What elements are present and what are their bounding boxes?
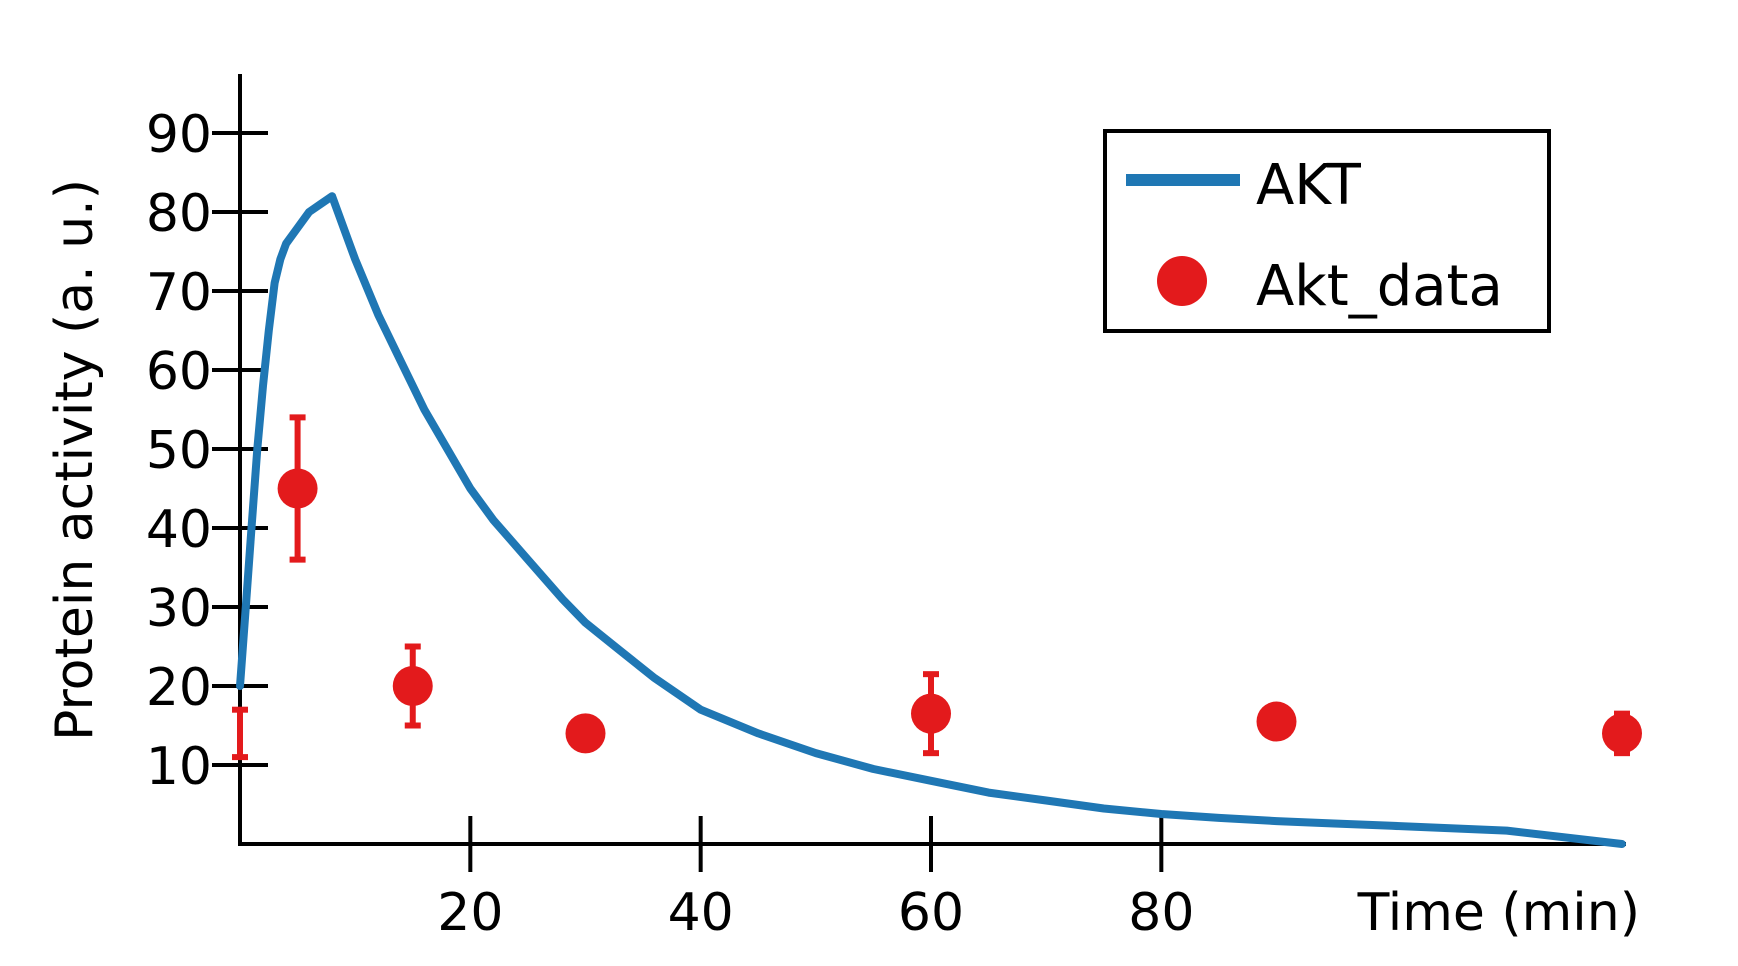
series-akt-line: [236, 192, 1626, 848]
x-tick-label: 40: [668, 883, 734, 943]
series-akt-data-points: [232, 414, 1642, 761]
plot-area: [232, 192, 1642, 848]
x-axis-label: Time (min): [1357, 883, 1640, 943]
data-point: [392, 666, 433, 706]
y-ticks: 10 20 30 40 50 60 70 80 90: [146, 105, 268, 797]
y-tick-label: 30: [146, 579, 212, 639]
y-tick-label: 40: [146, 500, 212, 560]
y-tick-label: 10: [146, 737, 212, 797]
legend-akt-data-label: Akt_data: [1256, 254, 1503, 319]
y-tick-label: 80: [146, 184, 212, 244]
legend-akt-label: AKT: [1256, 153, 1362, 218]
data-point: [277, 468, 318, 509]
data-point: [1602, 713, 1642, 754]
y-tick-label: 70: [146, 263, 212, 323]
x-tick-label: 20: [437, 883, 503, 943]
legend: AKT Akt_data: [1103, 129, 1551, 333]
x-tick-label: 80: [1128, 883, 1194, 943]
data-point: [565, 713, 606, 754]
y-tick-label: 90: [146, 105, 212, 165]
y-axis-label: Protein activity (a. u.): [45, 179, 105, 741]
x-ticks: 20 40 60 80: [437, 816, 1194, 943]
legend-akt-data-swatch: [1157, 256, 1207, 306]
y-tick-label: 60: [146, 342, 212, 402]
x-tick-label: 60: [898, 883, 964, 943]
y-tick-label: 20: [146, 658, 212, 718]
data-point: [1256, 701, 1297, 742]
y-tick-label: 50: [146, 421, 212, 481]
data-point: [911, 693, 951, 734]
